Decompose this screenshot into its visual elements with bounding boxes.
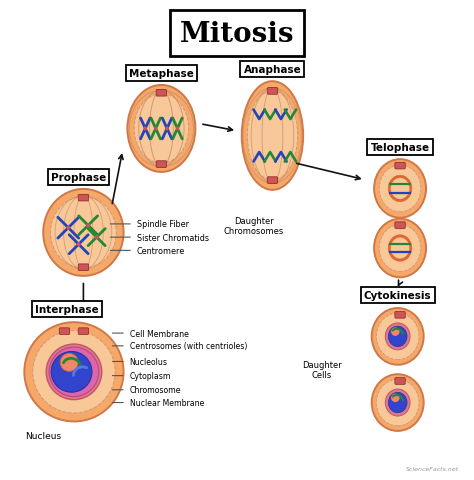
Ellipse shape	[391, 179, 410, 200]
Ellipse shape	[51, 352, 92, 392]
FancyBboxPatch shape	[395, 378, 405, 384]
FancyBboxPatch shape	[156, 161, 166, 168]
Ellipse shape	[376, 380, 419, 426]
FancyBboxPatch shape	[78, 195, 89, 202]
Ellipse shape	[388, 235, 412, 262]
Ellipse shape	[391, 328, 400, 336]
Ellipse shape	[66, 226, 70, 230]
Ellipse shape	[49, 348, 99, 397]
Ellipse shape	[374, 160, 426, 218]
Ellipse shape	[247, 92, 298, 180]
Ellipse shape	[43, 190, 124, 276]
Text: Nucleus: Nucleus	[25, 431, 61, 440]
Ellipse shape	[388, 326, 407, 347]
Ellipse shape	[33, 331, 115, 413]
Text: ScienceFacts.net: ScienceFacts.net	[406, 466, 459, 471]
FancyBboxPatch shape	[395, 312, 405, 318]
Ellipse shape	[24, 323, 124, 421]
FancyBboxPatch shape	[395, 163, 405, 169]
Ellipse shape	[128, 86, 195, 172]
Text: Sister Chromatids: Sister Chromatids	[137, 233, 209, 242]
Text: Anaphase: Anaphase	[244, 65, 301, 75]
Text: Metaphase: Metaphase	[129, 69, 194, 79]
Ellipse shape	[176, 127, 179, 132]
Text: Daughter
Cells: Daughter Cells	[302, 360, 342, 379]
Ellipse shape	[86, 224, 90, 228]
Text: Centromere: Centromere	[137, 246, 185, 255]
Ellipse shape	[165, 127, 169, 132]
Ellipse shape	[376, 313, 419, 360]
Ellipse shape	[379, 225, 421, 272]
Ellipse shape	[242, 82, 303, 191]
Text: Cytokinesis: Cytokinesis	[364, 290, 431, 300]
Ellipse shape	[77, 242, 81, 247]
Text: Cell Membrane: Cell Membrane	[130, 329, 189, 338]
Text: Chromosome: Chromosome	[130, 385, 181, 395]
Text: Spindle Fiber: Spindle Fiber	[137, 220, 189, 229]
Ellipse shape	[144, 127, 147, 132]
FancyBboxPatch shape	[78, 328, 89, 335]
Ellipse shape	[391, 238, 410, 259]
Text: Cytoplasm: Cytoplasm	[130, 372, 171, 380]
Ellipse shape	[379, 166, 421, 213]
Text: Interphase: Interphase	[35, 304, 99, 314]
FancyBboxPatch shape	[395, 222, 405, 229]
FancyBboxPatch shape	[267, 178, 278, 184]
Ellipse shape	[95, 236, 99, 240]
Text: Daughter
Chromosomes: Daughter Chromosomes	[223, 216, 283, 236]
Text: Telophase: Telophase	[371, 143, 429, 153]
Ellipse shape	[374, 219, 426, 278]
Ellipse shape	[50, 197, 116, 268]
Ellipse shape	[391, 394, 400, 402]
Ellipse shape	[372, 374, 424, 431]
FancyBboxPatch shape	[156, 90, 166, 97]
FancyBboxPatch shape	[78, 264, 89, 271]
Ellipse shape	[385, 389, 410, 416]
Ellipse shape	[60, 354, 78, 372]
Ellipse shape	[46, 344, 102, 400]
Ellipse shape	[388, 393, 407, 413]
Ellipse shape	[385, 323, 410, 350]
Text: Nucleolus: Nucleolus	[130, 357, 168, 366]
Ellipse shape	[154, 127, 157, 132]
Text: Mitosis: Mitosis	[180, 21, 294, 48]
Ellipse shape	[388, 176, 412, 202]
FancyBboxPatch shape	[59, 328, 70, 335]
Text: Centrosomes (with centrioles): Centrosomes (with centrioles)	[130, 342, 247, 350]
FancyBboxPatch shape	[267, 88, 278, 95]
Ellipse shape	[372, 308, 424, 365]
Ellipse shape	[134, 95, 189, 164]
Text: Prophase: Prophase	[51, 173, 106, 183]
Text: Nuclear Membrane: Nuclear Membrane	[130, 398, 204, 407]
